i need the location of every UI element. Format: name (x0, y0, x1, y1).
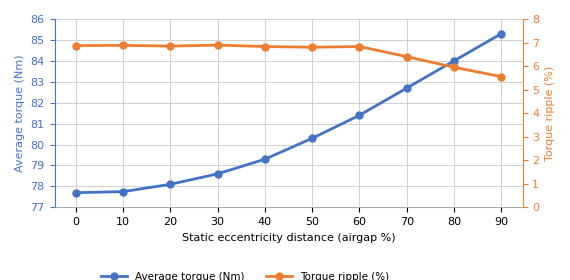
Torque ripple (%) (451, 66, 458, 69)
Y-axis label: Average torque (Nm): Average torque (Nm) (15, 54, 25, 172)
Torque ripple (%) (498, 75, 505, 78)
Average torque (Nm) (167, 183, 174, 186)
Average torque (Nm) (498, 32, 505, 35)
X-axis label: Static eccentricity distance (airgap %): Static eccentricity distance (airgap %) (182, 233, 396, 242)
Legend: Average torque (Nm), Torque ripple (%): Average torque (Nm), Torque ripple (%) (97, 268, 393, 280)
Torque ripple (%) (214, 43, 221, 47)
Torque ripple (%) (72, 44, 79, 47)
Average torque (Nm) (262, 158, 268, 161)
Line: Average torque (Nm): Average torque (Nm) (72, 30, 505, 196)
Torque ripple (%) (309, 46, 316, 49)
Line: Torque ripple (%): Torque ripple (%) (72, 42, 505, 80)
Average torque (Nm) (356, 114, 363, 117)
Average torque (Nm) (451, 59, 458, 62)
Average torque (Nm) (309, 137, 316, 140)
Average torque (Nm) (120, 190, 127, 193)
Torque ripple (%) (167, 45, 174, 48)
Torque ripple (%) (120, 44, 127, 47)
Torque ripple (%) (356, 45, 363, 48)
Average torque (Nm) (214, 172, 221, 176)
Average torque (Nm) (72, 191, 79, 194)
Torque ripple (%) (404, 55, 410, 58)
Average torque (Nm) (404, 86, 410, 90)
Torque ripple (%) (262, 45, 268, 48)
Y-axis label: Torque ripple (%): Torque ripple (%) (545, 66, 555, 161)
